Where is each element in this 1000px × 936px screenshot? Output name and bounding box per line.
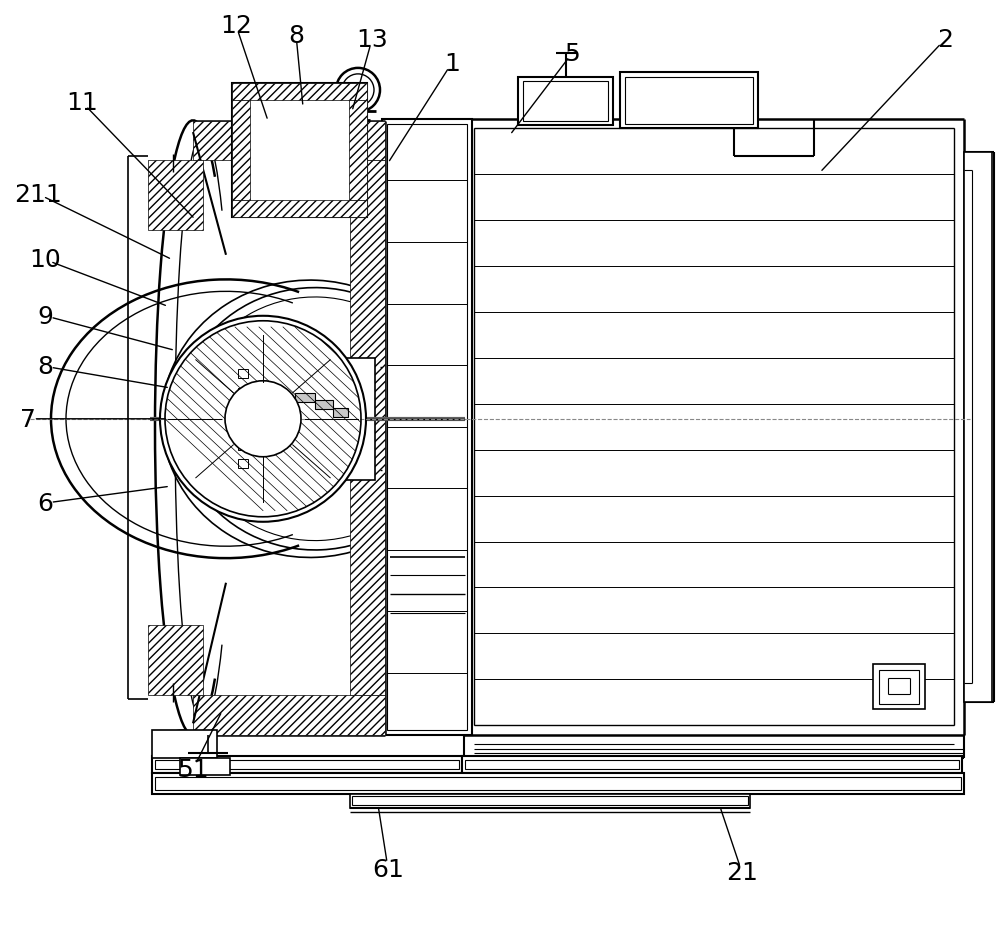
Bar	[280, 404, 300, 419]
Bar	[180, 758, 230, 775]
Bar	[518, 78, 613, 126]
Bar	[280, 447, 300, 462]
Text: 5: 5	[564, 42, 580, 66]
Bar	[193, 695, 385, 735]
Bar	[280, 376, 300, 391]
Bar	[280, 391, 300, 406]
Circle shape	[336, 69, 380, 112]
Bar	[238, 388, 248, 398]
Bar	[193, 122, 385, 161]
Text: 8: 8	[288, 23, 304, 48]
Bar	[964, 153, 992, 702]
Bar	[315, 401, 333, 410]
Bar	[350, 794, 750, 808]
Text: 7: 7	[20, 407, 36, 431]
Bar	[238, 441, 248, 450]
Bar	[873, 665, 925, 709]
Bar	[152, 756, 462, 773]
Text: 6: 6	[37, 491, 53, 516]
Bar	[349, 101, 367, 201]
Bar	[152, 730, 217, 758]
Bar	[352, 797, 748, 805]
Bar	[462, 756, 962, 773]
Bar	[238, 370, 248, 379]
Bar	[620, 73, 758, 129]
Circle shape	[225, 381, 301, 458]
Bar	[295, 358, 375, 480]
Text: 11: 11	[66, 91, 98, 115]
Bar	[238, 460, 248, 469]
Text: 8: 8	[37, 355, 53, 379]
Bar	[333, 408, 348, 417]
Bar	[387, 124, 467, 730]
Bar	[295, 393, 315, 402]
Circle shape	[342, 75, 374, 107]
Bar	[155, 777, 961, 790]
Text: 10: 10	[29, 248, 61, 272]
Bar	[238, 90, 361, 212]
Circle shape	[160, 316, 366, 522]
Bar	[382, 120, 472, 735]
Bar	[465, 760, 959, 769]
Bar	[285, 399, 293, 440]
Bar	[625, 78, 753, 124]
Text: 9: 9	[37, 304, 53, 329]
Bar	[232, 84, 367, 101]
Bar	[232, 201, 367, 218]
Text: 1: 1	[444, 51, 460, 76]
Text: 21: 21	[726, 860, 758, 885]
Bar	[152, 773, 964, 794]
Text: 51: 51	[177, 757, 209, 782]
Text: 12: 12	[220, 14, 252, 38]
Text: 13: 13	[356, 28, 388, 52]
Bar	[232, 101, 250, 201]
Bar	[238, 405, 248, 415]
Bar	[280, 432, 300, 447]
Bar	[272, 396, 284, 443]
Bar	[238, 424, 248, 433]
Bar	[523, 82, 608, 122]
Text: 211: 211	[14, 183, 62, 207]
Bar	[232, 84, 367, 218]
Bar	[155, 760, 459, 769]
Bar	[280, 419, 300, 434]
Bar	[879, 670, 919, 704]
Text: 2: 2	[937, 28, 953, 52]
Bar	[148, 161, 203, 231]
Bar	[350, 161, 385, 695]
Bar	[148, 625, 203, 695]
Text: 61: 61	[372, 856, 404, 881]
